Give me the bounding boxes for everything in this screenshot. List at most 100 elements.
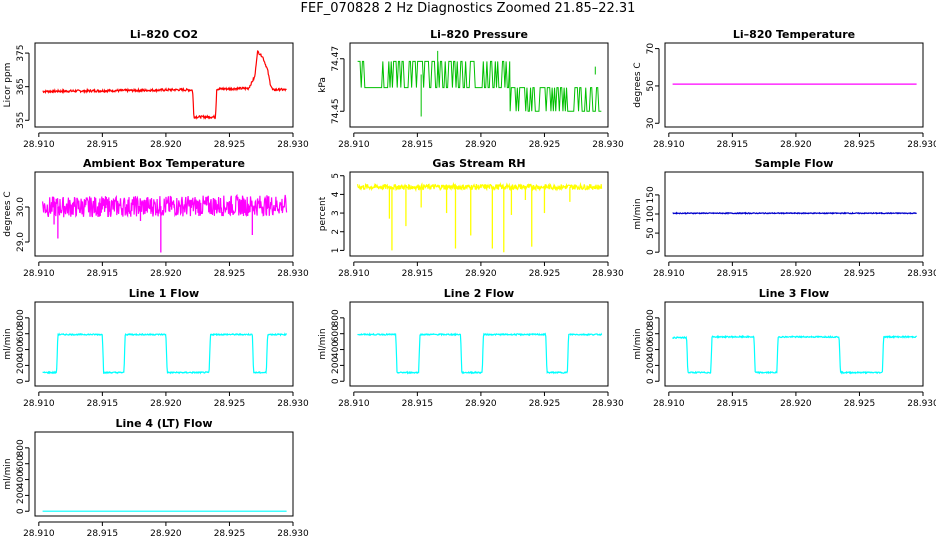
y-tick-label: 0 (331, 378, 341, 384)
plot-frame (34, 431, 294, 517)
y-tick-label: 800 (646, 309, 656, 326)
x-tick-label: 28.915 (87, 399, 119, 409)
data-line (42, 50, 287, 120)
x-tick-label: 28.930 (277, 269, 309, 279)
x-tick-label: 28.930 (277, 140, 309, 150)
y-tick-label: 355 (16, 112, 26, 129)
x-tick-label: 28.925 (214, 399, 246, 409)
data-line (672, 334, 918, 375)
y-tick-label: 74.45 (331, 98, 341, 124)
panel-line3: Line 3 Flow 28.910 28.915 28.920 28.925 28.93… (633, 287, 936, 409)
y-tick-label: 30 (646, 117, 656, 129)
x-tick-label: 28.920 (465, 269, 497, 279)
data-line (357, 60, 602, 112)
panel-title: Li–820 Temperature (733, 28, 855, 41)
panel-title: Li–820 CO2 (130, 28, 198, 41)
plot-frame (34, 301, 294, 387)
y-tick-label: 2 (331, 229, 341, 235)
x-tick-label: 28.915 (87, 140, 119, 150)
y-axis-label: ml/min (3, 458, 13, 489)
y-axis-label: degrees C (633, 62, 643, 107)
x-tick-label: 28.925 (529, 399, 561, 409)
plot-frame (664, 42, 924, 128)
x-tick-label: 28.930 (592, 399, 624, 409)
panel-title: Line 3 Flow (759, 287, 829, 300)
x-tick-label: 28.915 (717, 399, 749, 409)
x-tick-label: 28.920 (150, 399, 182, 409)
y-tick-label: 5 (331, 173, 341, 179)
panel-co2: Li–820 CO2 28.910 28.915 28.920 28.925 28.930… (3, 28, 309, 150)
y-tick-label: 3 (331, 210, 341, 216)
data-line (357, 332, 603, 375)
y-tick-label: 50 (646, 227, 656, 239)
x-tick-label: 28.930 (907, 269, 936, 279)
y-axis-label: ml/min (633, 198, 643, 229)
y-tick-label: 400 (646, 341, 656, 358)
panel-rh: Gas Stream RH 28.910 28.915 28.920 28.925 28.… (318, 157, 624, 279)
y-tick-label: 74.47 (331, 46, 341, 72)
x-tick-label: 28.930 (907, 140, 936, 150)
y-tick-label: 365 (16, 78, 26, 95)
y-tick-label: 0 (646, 378, 656, 384)
x-tick-label: 28.920 (780, 269, 812, 279)
x-tick-label: 28.915 (402, 269, 434, 279)
panel-pressure: Li–820 Pressure 28.910 28.915 28.920 28.925 2… (318, 28, 624, 150)
x-tick-label: 28.925 (844, 140, 876, 150)
x-tick-label: 28.920 (780, 399, 812, 409)
y-tick-label: 4 (331, 191, 341, 197)
series-co2 (42, 50, 287, 120)
y-tick-label: 200 (16, 357, 26, 374)
data-line (42, 193, 288, 218)
x-tick-label: 28.915 (402, 140, 434, 150)
series-line-3 (672, 334, 918, 375)
y-tick-label: 375 (16, 44, 26, 61)
panel-title: Line 4 (LT) Flow (116, 417, 213, 430)
y-tick-label: 0 (16, 508, 26, 514)
plot-frame (349, 301, 609, 387)
y-axis-label: ml/min (3, 328, 13, 359)
y-axis-label: percent (318, 196, 328, 231)
x-tick-label: 28.930 (592, 140, 624, 150)
data-line (42, 332, 288, 375)
series-sample (672, 211, 917, 216)
x-tick-label: 28.925 (529, 140, 561, 150)
x-tick-label: 28.920 (465, 140, 497, 150)
x-tick-label: 28.915 (717, 140, 749, 150)
y-axis-label: ml/min (318, 328, 328, 359)
panel-line2: Line 2 Flow 28.910 28.915 28.920 28.925 28.93… (318, 287, 624, 409)
series-rh (357, 181, 603, 253)
y-tick-label: 29.0 (16, 232, 26, 252)
y-tick-label: 800 (16, 439, 26, 456)
x-tick-label: 28.915 (717, 269, 749, 279)
y-tick-label: 600 (331, 325, 341, 342)
series-line-2 (357, 332, 603, 375)
plot-frame (664, 301, 924, 387)
x-tick-label: 28.920 (150, 529, 182, 539)
figure-title: FEF_070828 2 Hz Diagnostics Zoomed 21.85… (300, 1, 636, 16)
y-tick-label: 100 (646, 205, 656, 222)
y-tick-label: 50 (646, 80, 656, 92)
y-tick-label: 400 (16, 341, 26, 358)
x-tick-label: 28.910 (23, 399, 55, 409)
plot-frame (349, 42, 609, 128)
x-tick-label: 28.910 (23, 269, 55, 279)
panel-title: Line 1 Flow (129, 287, 199, 300)
y-axis-label: Licor ppm (3, 63, 13, 108)
y-tick-label: 200 (331, 357, 341, 374)
x-tick-label: 28.910 (653, 399, 685, 409)
x-tick-label: 28.915 (402, 399, 434, 409)
x-tick-label: 28.930 (592, 269, 624, 279)
x-tick-label: 28.925 (214, 529, 246, 539)
y-tick-label: 400 (331, 341, 341, 358)
y-tick-label: 600 (646, 325, 656, 342)
x-tick-label: 28.920 (150, 140, 182, 150)
series-pressure (357, 50, 602, 117)
x-tick-label: 28.910 (338, 269, 370, 279)
panel-title: Gas Stream RH (432, 157, 525, 170)
x-tick-label: 28.930 (277, 529, 309, 539)
x-tick-label: 28.920 (780, 140, 812, 150)
x-tick-label: 28.920 (150, 269, 182, 279)
y-tick-label: 0 (16, 378, 26, 384)
y-tick-label: 400 (16, 471, 26, 488)
